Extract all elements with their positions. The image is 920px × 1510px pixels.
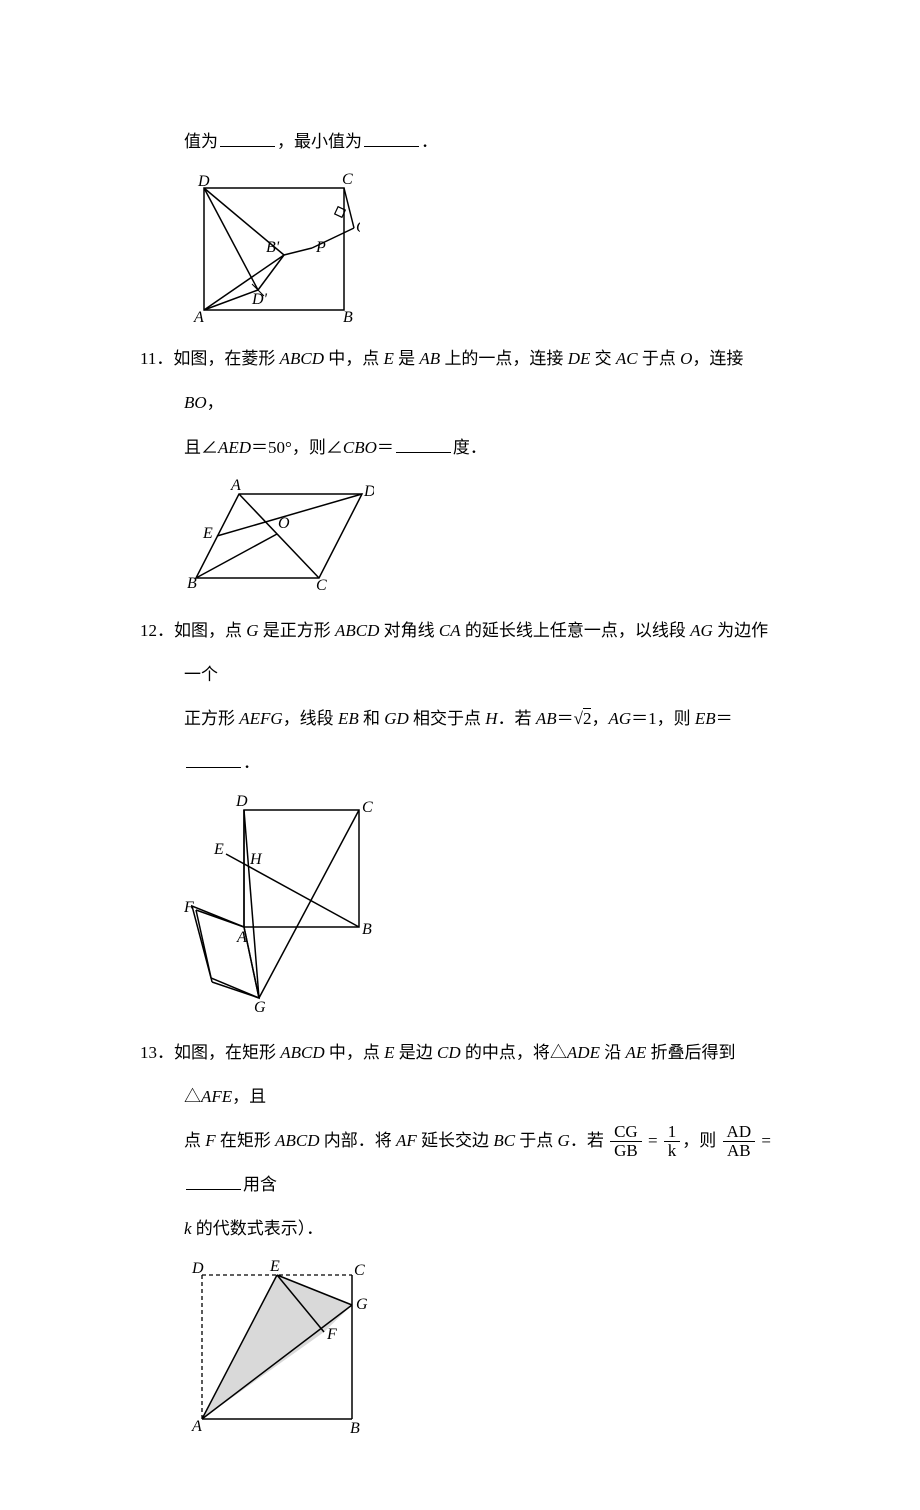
q11-line1: 11．如图，在菱形 ABCD 中，点 E 是 AB 上的一点，连接 DE 交 A… [140, 337, 780, 425]
q11-line2: 且∠AED＝50°，则∠CBO＝度． [140, 426, 780, 470]
svg-text:E: E [269, 1258, 280, 1275]
svg-text:G: G [356, 1296, 368, 1313]
blank-q11 [396, 436, 451, 452]
svg-text:A: A [236, 929, 247, 946]
q13-line3: k 的代数式表示）． [140, 1207, 780, 1251]
svg-text:A: A [193, 309, 204, 322]
svg-text:B: B [187, 575, 197, 592]
frac-1-k: 1k [664, 1123, 681, 1161]
svg-text:D: D [235, 793, 248, 810]
q12-line2: 正方形 AEFG，线段 EB 和 GD 相交于点 H．若 AB＝√2，AG＝1，… [140, 697, 780, 785]
svg-text:E: E [213, 841, 224, 858]
blank-min [364, 131, 419, 147]
figure-13: D E C G F A B [184, 1257, 780, 1440]
svg-text:C: C [362, 799, 373, 816]
q12-num: 12． [140, 621, 174, 640]
prev-mid: ，最小值为 [277, 132, 362, 151]
svg-text:C: C [316, 577, 327, 594]
svg-text:D': D' [251, 291, 268, 308]
svg-text:P: P [315, 239, 326, 256]
svg-text:O: O [278, 515, 290, 532]
svg-text:C: C [354, 1262, 365, 1279]
svg-text:C': C' [356, 219, 360, 236]
svg-text:B: B [362, 921, 372, 938]
figure-12: D C A B F G E H [184, 792, 780, 1021]
svg-text:B: B [343, 309, 353, 322]
svg-text:D: D [363, 483, 374, 500]
q13-line1: 13．如图，在矩形 ABCD 中，点 E 是边 CD 的中点，将△ADE 沿 A… [140, 1031, 780, 1119]
svg-text:G: G [254, 999, 266, 1016]
svg-text:D: D [197, 173, 210, 190]
frac-cg-gb: CGGB [610, 1123, 642, 1161]
prev-tail: 值为 ，最小值为 ． [140, 120, 780, 164]
prev-prefix: 值为 [184, 132, 218, 151]
svg-text:A: A [230, 477, 241, 494]
svg-text:B: B [350, 1420, 360, 1435]
prev-suffix: ． [421, 132, 438, 151]
q13-num: 13． [140, 1043, 174, 1062]
svg-text:E: E [202, 525, 213, 542]
svg-text:F: F [326, 1326, 337, 1343]
blank-q13 [186, 1174, 241, 1190]
q13-line2: 点 F 在矩形 ABCD 内部．将 AF 延长交边 BC 于点 G．若 CGGB… [140, 1119, 780, 1207]
q11-num: 11． [140, 349, 173, 368]
svg-text:F: F [184, 899, 194, 916]
figure-11: A D B C E O [184, 476, 780, 599]
svg-text:B': B' [266, 239, 280, 256]
svg-text:C: C [342, 171, 353, 188]
blank-max [220, 131, 275, 147]
svg-text:A: A [191, 1418, 202, 1435]
svg-text:D: D [191, 1260, 204, 1277]
figure-intro: D C B A C' B' P D' [184, 170, 780, 327]
blank-q12 [186, 752, 241, 768]
frac-ad-ab: ADAB [723, 1123, 756, 1161]
sqrt2: √2 [574, 697, 592, 741]
q12-line1: 12．如图，点 G 是正方形 ABCD 对角线 CA 的延长线上任意一点，以线段… [140, 609, 780, 697]
svg-text:H: H [249, 851, 263, 868]
